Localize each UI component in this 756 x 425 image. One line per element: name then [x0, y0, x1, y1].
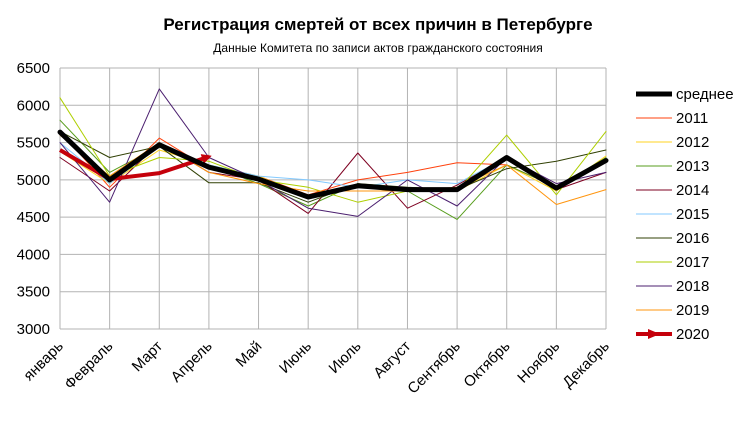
y-tick-label: 5000 — [17, 172, 50, 189]
series-line-2014 — [59, 142, 607, 214]
series-line-2015 — [59, 142, 607, 188]
x-tick-label: Февраль — [61, 338, 116, 393]
legend-label: 2019 — [676, 302, 709, 319]
x-tick-label: Ноябрь — [514, 338, 563, 387]
y-tick-label: 4500 — [17, 209, 50, 226]
series-line-2018 — [59, 88, 607, 217]
legend-label: 2017 — [676, 254, 709, 271]
legend-arrow-icon — [648, 329, 660, 339]
x-tick-label: Октябрь — [460, 338, 513, 391]
x-tick-label: Декабрь — [559, 338, 613, 392]
y-tick-label: 4000 — [17, 246, 50, 263]
legend-label: 2016 — [676, 230, 709, 247]
legend: среднее 2011 2012 2013 2014 2015 2016 2017 2018 2… — [636, 86, 734, 343]
series-line-среднее — [57, 129, 609, 200]
axes: 3000 3500 4000 4500 5000 5500 6000 6500 январьФе… — [17, 60, 613, 397]
y-tick-label: 3500 — [17, 284, 50, 301]
legend-label: 2015 — [676, 206, 709, 223]
x-tick-label: Сентябрь — [404, 338, 464, 398]
x-tick-label: Июнь — [276, 338, 315, 377]
legend-label: 2011 — [676, 110, 708, 127]
series-lines — [57, 88, 609, 220]
x-tick-label: Май — [233, 338, 266, 371]
x-tick-label: Апрель — [168, 338, 216, 386]
series-line-2020 — [58, 148, 212, 182]
y-tick-label: 3000 — [17, 321, 50, 338]
chart-title: Регистрация смертей от всех причин в Пет… — [163, 15, 592, 34]
legend-label: 2013 — [676, 158, 709, 175]
series-line-2011 — [59, 130, 607, 196]
legend-label: 2012 — [676, 134, 709, 151]
x-tick-label: Август — [370, 338, 414, 382]
x-tick-label: Март — [129, 338, 166, 375]
x-tick-label: Июль — [326, 338, 365, 377]
chart-subtitle: Данные Комитета по записи актов гражданс… — [213, 41, 542, 55]
y-tick-label: 5500 — [17, 135, 50, 152]
gridlines — [59, 67, 607, 330]
y-tick-label: 6500 — [17, 60, 50, 77]
legend-label: среднее — [676, 86, 734, 103]
legend-label: 2018 — [676, 278, 709, 295]
x-tick-label: январь — [20, 338, 67, 385]
legend-label: 2014 — [676, 182, 709, 199]
legend-label: 2020 — [676, 326, 709, 343]
y-tick-label: 6000 — [17, 97, 50, 114]
series-line-2017 — [59, 97, 607, 203]
